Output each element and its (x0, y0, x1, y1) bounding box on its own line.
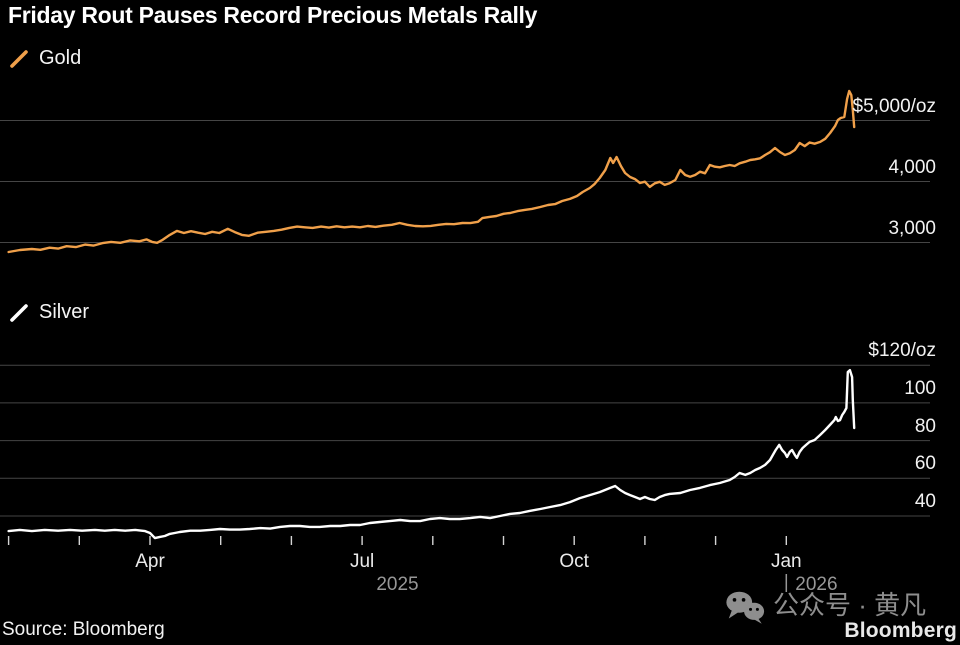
wechat-icon (726, 591, 765, 624)
legend-gold-label: Gold (39, 47, 82, 69)
page-title: Friday Rout Pauses Record Precious Metal… (8, 2, 538, 28)
source-caption: Source: Bloomberg (2, 619, 165, 640)
watermark-text: 公众号 · 黄凡 (773, 590, 927, 620)
y-axis-label-silver-60: 60 (914, 453, 936, 475)
y-axis-label-gold-3000: 3,000 (888, 217, 936, 239)
gold-series-slash-icon (10, 49, 28, 68)
y-axis-label-gold-4000: 4,000 (888, 156, 936, 178)
bloomberg-logo: Bloomberg (844, 619, 957, 642)
silver-line (7, 368, 856, 540)
x-axis-month-label-jul: Jul (349, 551, 375, 572)
y-axis-label-gold-5000: $5,000/oz (852, 95, 936, 117)
x-axis-month-label-jan: Jan (770, 551, 802, 572)
legend-silver-label: Silver (39, 301, 90, 323)
silver-series-slash-icon (10, 303, 28, 322)
x-axis-year-label-2026: 2026 (795, 574, 838, 595)
y-axis-label-silver-100: 100 (904, 377, 936, 399)
gold-line (7, 89, 856, 254)
y-axis-label-silver-120: $120/oz (868, 340, 936, 362)
legend-silver: Silver (8, 301, 89, 324)
legend-gold: Gold (8, 47, 81, 70)
x-axis-month-label-apr: Apr (135, 551, 165, 572)
y-axis-label-silver-80: 80 (914, 415, 936, 437)
y-axis-label-silver-40: 40 (914, 491, 936, 512)
watermark: 公众号 · 黄凡 (724, 589, 926, 625)
x-axis-month-label-oct: Oct (559, 551, 589, 572)
x-axis-year-label-2025: 2025 (376, 574, 419, 595)
